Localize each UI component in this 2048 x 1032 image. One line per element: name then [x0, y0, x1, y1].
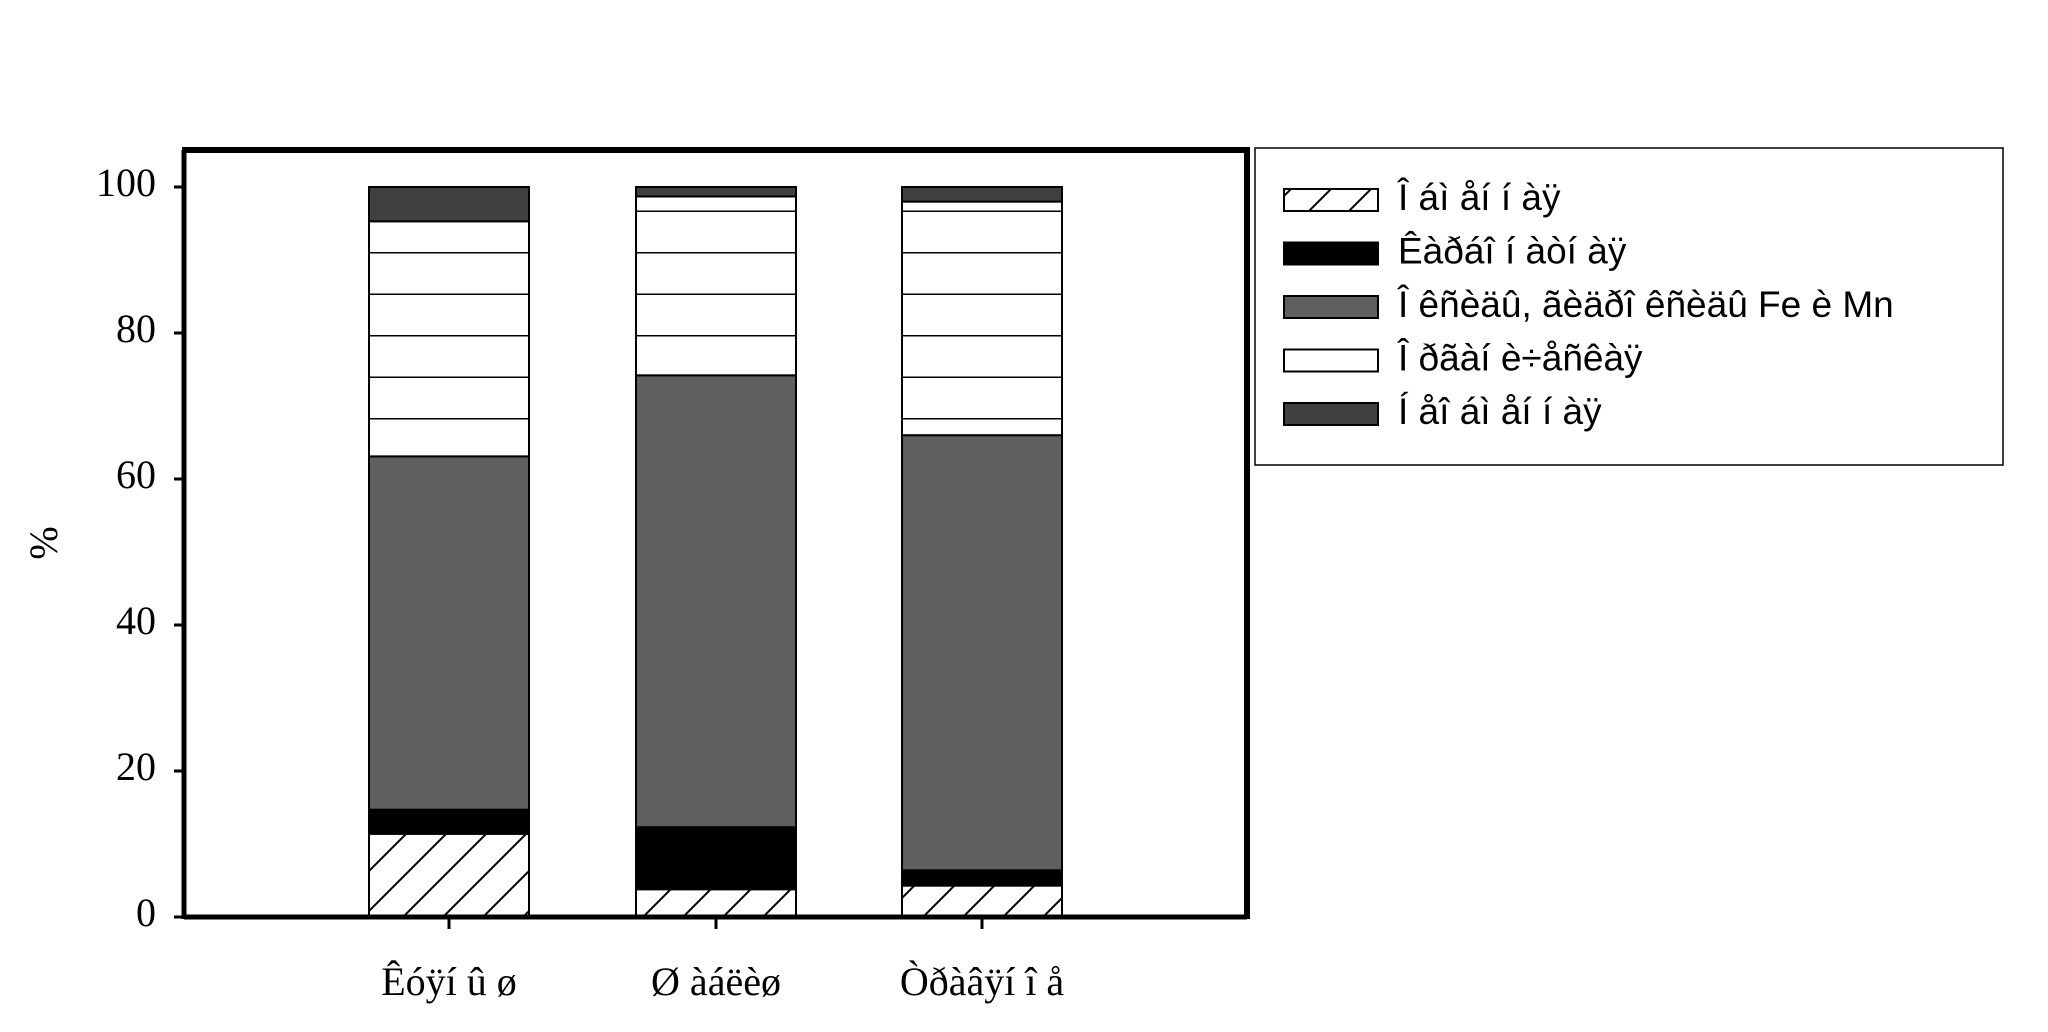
legend-swatch	[1283, 188, 1379, 212]
y-tick-label: 80	[116, 306, 156, 351]
x-tick-label: Êóÿí û ø	[381, 959, 517, 1004]
legend-box	[1254, 147, 2004, 466]
legend-swatch	[1283, 295, 1379, 319]
bar-segment	[368, 832, 530, 919]
bar-segment	[901, 200, 1063, 437]
bar-segment	[635, 374, 797, 829]
bar-segment	[368, 220, 530, 458]
y-tick-label: 20	[116, 744, 156, 789]
bar-segment	[901, 884, 1063, 918]
bar-segment	[901, 186, 1063, 203]
y-tick-label: 0	[136, 890, 156, 935]
legend-label: Êàðáî í àòí àÿ	[1398, 230, 1627, 271]
bar-segment	[901, 869, 1063, 887]
bar-segment	[635, 195, 797, 377]
legend-label: Î êñèäû, ãèäðî êñèäû Fe è Mn	[1397, 284, 1894, 325]
y-tick-label: 60	[116, 452, 156, 497]
y-axis-label: %	[21, 526, 66, 559]
x-tick-label: Ø àáëèø	[651, 959, 781, 1004]
y-tick-label: 40	[116, 598, 156, 643]
bar-segment	[635, 186, 797, 198]
legend-swatch	[1283, 241, 1379, 266]
bar-segment	[901, 434, 1063, 872]
bar-segment	[635, 826, 797, 891]
legend-label: Î ðãàí è÷åñêàÿ	[1397, 337, 1643, 378]
legend-swatch	[1283, 402, 1379, 426]
y-tick-label: 100	[96, 160, 156, 205]
x-tick-label: Òðàâÿí î å	[900, 959, 1065, 1004]
legend-label: Í åî áì åí í àÿ	[1398, 391, 1602, 432]
legend-label: Î áì åí í àÿ	[1397, 177, 1561, 218]
bar-segment	[635, 888, 797, 919]
bar-segment	[368, 455, 530, 811]
bar-segment	[368, 186, 530, 223]
bar-segment	[368, 808, 530, 835]
legend-swatch	[1283, 348, 1379, 373]
